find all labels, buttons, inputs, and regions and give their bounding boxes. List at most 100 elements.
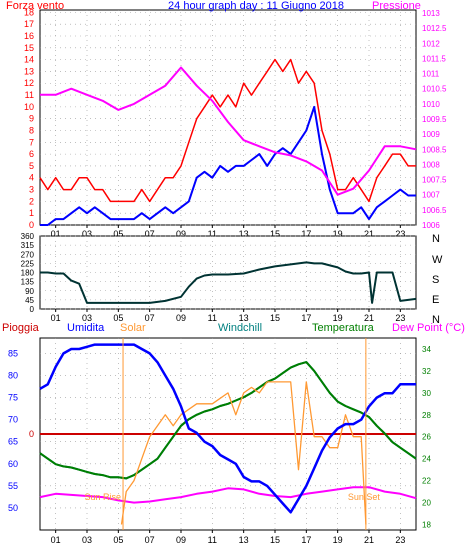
direction-y-tick-label: 270 xyxy=(21,250,35,259)
panel3-legend: Pioggia Umidita Solar Windchill Temperat… xyxy=(2,322,465,334)
direction-y-tick-label: 0 xyxy=(30,305,35,314)
pressure-y-tick-label: 1009 xyxy=(422,130,440,139)
dew-point-line xyxy=(39,486,417,504)
wind-gust-line xyxy=(40,105,416,226)
wind-y-tick-label: 4 xyxy=(29,173,34,183)
pressure-y-tick-label: 1008 xyxy=(422,160,440,169)
g1-x-tick-label: 07 xyxy=(145,229,155,239)
compass-label: N xyxy=(432,314,440,326)
g1-x-tick-label: 05 xyxy=(113,229,123,239)
legend-humidity: Umidita xyxy=(67,322,105,334)
g3-x-tick-label: 11 xyxy=(208,535,217,545)
g3-x-tick-label: 15 xyxy=(270,535,280,545)
wind-y-tick-label: 18 xyxy=(24,7,34,17)
wind-speed-line xyxy=(39,58,416,203)
wind-y-tick-label: 8 xyxy=(29,125,34,135)
wind-y-tick-label: 17 xyxy=(24,19,34,29)
g1-x-tick-label: 15 xyxy=(270,229,280,239)
wind-y-tick-label: 15 xyxy=(24,43,34,53)
temperature-y-tick-label: 28 xyxy=(422,411,431,420)
legend-temperature: Temperatura xyxy=(312,322,375,334)
g2-x-tick-label: 23 xyxy=(395,313,405,323)
g3-x-tick-label: 23 xyxy=(395,535,405,545)
temperature-y-tick-label: 20 xyxy=(422,499,431,508)
g2-x-tick-label: 19 xyxy=(333,313,343,323)
pressure-y-tick-label: 1007.5 xyxy=(422,176,447,185)
compass-label: S xyxy=(432,274,439,286)
wind-y-tick-label: 3 xyxy=(29,185,34,195)
g2-x-tick-label: 15 xyxy=(270,313,280,323)
g3-x-tick-label: 05 xyxy=(113,535,123,545)
wind-y-tick-label: 1 xyxy=(29,208,34,218)
pressure-line xyxy=(40,66,417,196)
g1-x-tick-label: 13 xyxy=(239,229,249,239)
wind-y-tick-label: 6 xyxy=(29,149,34,159)
g3-x-tick-label: 19 xyxy=(333,535,343,545)
temperature-y-tick-label: 30 xyxy=(422,389,431,398)
humidity-line xyxy=(39,343,416,514)
humidity-y-tick-label: 60 xyxy=(8,459,18,469)
g1-x-tick-label: 23 xyxy=(395,229,405,239)
humidity-y-tick-label: 70 xyxy=(8,415,18,425)
direction-y-tick-label: 90 xyxy=(25,287,34,296)
temperature-y-tick-label: 22 xyxy=(422,477,431,486)
legend-rain: Pioggia xyxy=(2,322,40,334)
g3-x-tick-label: 03 xyxy=(82,535,92,545)
wind-y-tick-label: 7 xyxy=(29,137,34,147)
wind-y-tick-label: 12 xyxy=(24,78,34,88)
g2-x-tick-label: 05 xyxy=(113,313,123,323)
pressure-y-tick-label: 1008.5 xyxy=(422,145,447,154)
pressure-y-tick-label: 1010 xyxy=(422,100,440,109)
pressure-y-tick-label: 1006.5 xyxy=(422,206,447,215)
temperature-line xyxy=(39,361,417,480)
g2-x-tick-label: 17 xyxy=(301,313,311,323)
wind-y-tick-label: 0 xyxy=(29,220,34,230)
pressure-y-tick-label: 1009.5 xyxy=(422,115,447,124)
direction-y-tick-label: 315 xyxy=(21,241,35,250)
wind-y-tick-label: 10 xyxy=(24,102,34,112)
g3-x-tick-label: 13 xyxy=(239,535,249,545)
page-title: 24 hour graph day : 11 Giugno 2018 xyxy=(168,0,344,12)
direction-y-tick-label: 360 xyxy=(21,232,35,241)
pressure-y-tick-label: 1011 xyxy=(422,70,440,79)
humidity-y-tick-label: 85 xyxy=(8,348,18,358)
rain-y-tick-label: 0 xyxy=(29,429,34,439)
g1-x-tick-label: 19 xyxy=(333,229,343,239)
g2-x-tick-label: 01 xyxy=(51,313,61,323)
wind-y-tick-label: 13 xyxy=(24,66,34,76)
wind-y-tick-label: 14 xyxy=(24,55,34,65)
g2-x-tick-label: 13 xyxy=(239,313,249,323)
direction-y-tick-label: 225 xyxy=(21,259,35,268)
pressure-axis-title: Pressione xyxy=(372,0,421,12)
wind-direction-line xyxy=(40,261,417,304)
sunrise-label: Sun Rise xyxy=(85,492,122,502)
temperature-y-tick-label: 34 xyxy=(422,345,431,354)
g1-x-tick-label: 17 xyxy=(301,229,311,239)
g2-x-tick-label: 07 xyxy=(145,313,155,323)
legend-solar: Solar xyxy=(120,322,146,334)
g2-x-tick-label: 09 xyxy=(176,313,186,323)
pressure-y-tick-label: 1012.5 xyxy=(422,24,447,33)
direction-y-tick-label: 45 xyxy=(25,296,34,305)
g2-x-tick-label: 03 xyxy=(82,313,92,323)
compass-label: N xyxy=(432,233,440,245)
compass-label: E xyxy=(432,294,439,306)
humidity-y-tick-label: 80 xyxy=(8,371,18,381)
g3-x-tick-label: 17 xyxy=(301,535,311,545)
wind-y-tick-label: 2 xyxy=(29,196,34,206)
pressure-y-tick-label: 1011.5 xyxy=(422,54,446,63)
humidity-y-tick-label: 50 xyxy=(8,503,18,513)
g1-x-tick-label: 11 xyxy=(208,229,217,239)
pressure-y-tick-label: 1010.5 xyxy=(422,85,447,94)
g1-x-tick-label: 01 xyxy=(51,229,61,239)
g3-x-tick-label: 21 xyxy=(364,535,374,545)
sunset-label: Sun Set xyxy=(348,492,381,502)
g2-x-tick-label: 21 xyxy=(364,313,374,323)
wind-axis-title: Forza vento xyxy=(6,0,64,12)
direction-y-tick-label: 135 xyxy=(21,278,35,287)
compass-label: W xyxy=(432,254,443,266)
temperature-y-tick-label: 18 xyxy=(422,521,431,530)
direction-y-tick-label: 180 xyxy=(21,269,35,278)
humidity-y-tick-label: 75 xyxy=(8,393,18,403)
